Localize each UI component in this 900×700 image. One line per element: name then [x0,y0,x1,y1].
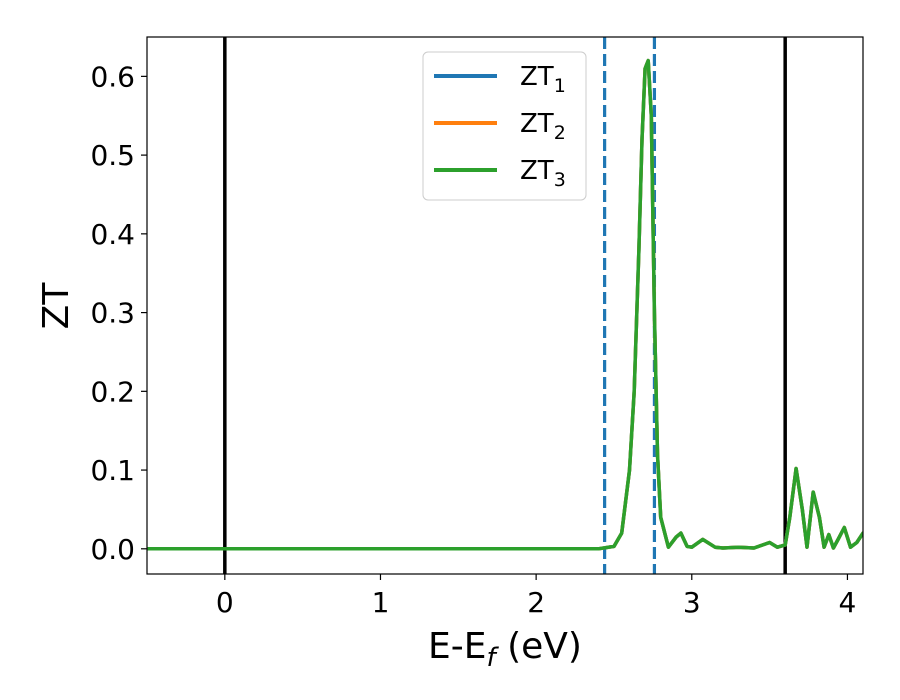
series-lines [147,58,863,551]
y-tick-label: 0.1 [90,454,135,487]
y-axis-title: ZT [36,282,77,330]
vertical-marker-lines [223,37,787,574]
y-tick-label: 0.3 [90,297,135,330]
y-tick-label: 0.0 [90,533,135,566]
x-axis-title: E-Ef (eV) [428,626,582,673]
y-tick-label: 0.5 [90,139,135,172]
y-tick-label: 0.6 [90,60,135,93]
plot-frame [146,36,864,575]
series-line-zt3 [147,58,863,551]
x-tick-label: 0 [216,586,234,619]
y-tick-label: 0.2 [90,375,135,408]
legend-frame [422,51,587,201]
y-tick-label: 0.4 [90,218,135,251]
x-axis-ticks: 0 1 2 3 4 [216,574,856,619]
x-axis-title-suffix: (eV) [496,626,582,667]
x-tick-label: 1 [372,586,390,619]
x-tick-label: 4 [839,586,857,619]
y-axis-ticks: 0.0 0.1 0.2 0.3 0.4 0.5 0.6 [90,60,147,566]
x-tick-label: 3 [683,586,701,619]
x-tick-label: 2 [527,586,545,619]
